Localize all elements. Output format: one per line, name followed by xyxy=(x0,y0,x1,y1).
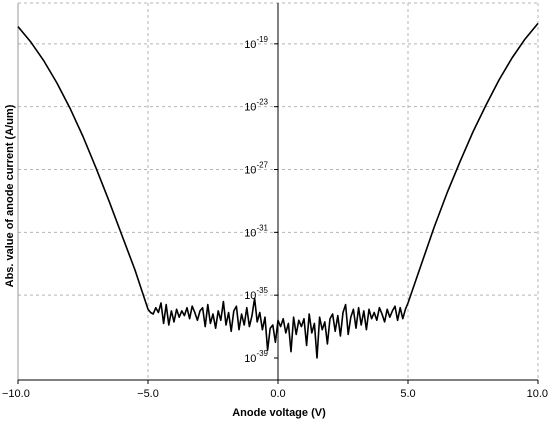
x-tick-label: 0.0 xyxy=(270,388,285,400)
y-tick-label: 10-35 xyxy=(244,286,268,302)
y-tick-label: 10-23 xyxy=(244,98,268,114)
series-line xyxy=(17,22,539,359)
y-tick-label: 10-31 xyxy=(244,223,268,239)
x-tick-labels: −10.0 −5.0 0.0 5.0 10.0 xyxy=(2,388,548,400)
x-axis-label: Anode voltage (V) xyxy=(232,407,326,419)
x-tick-label: −10.0 xyxy=(2,388,30,400)
y-tick-label: 10-27 xyxy=(244,161,268,177)
series-layer xyxy=(17,22,539,359)
y-axis-label: Abs. value of anode current (A/um) xyxy=(4,104,16,287)
x-tick-label: −5.0 xyxy=(137,388,159,400)
y-tick-labels: 10-19 10-23 10-27 10-31 10-35 10-39 xyxy=(244,35,268,365)
axes xyxy=(17,2,539,384)
y-tick-label: 10-39 xyxy=(244,349,268,365)
x-tick-label: 5.0 xyxy=(400,388,415,400)
x-tick-label: 10.0 xyxy=(527,388,548,400)
y-tick-label: 10-19 xyxy=(244,35,268,51)
